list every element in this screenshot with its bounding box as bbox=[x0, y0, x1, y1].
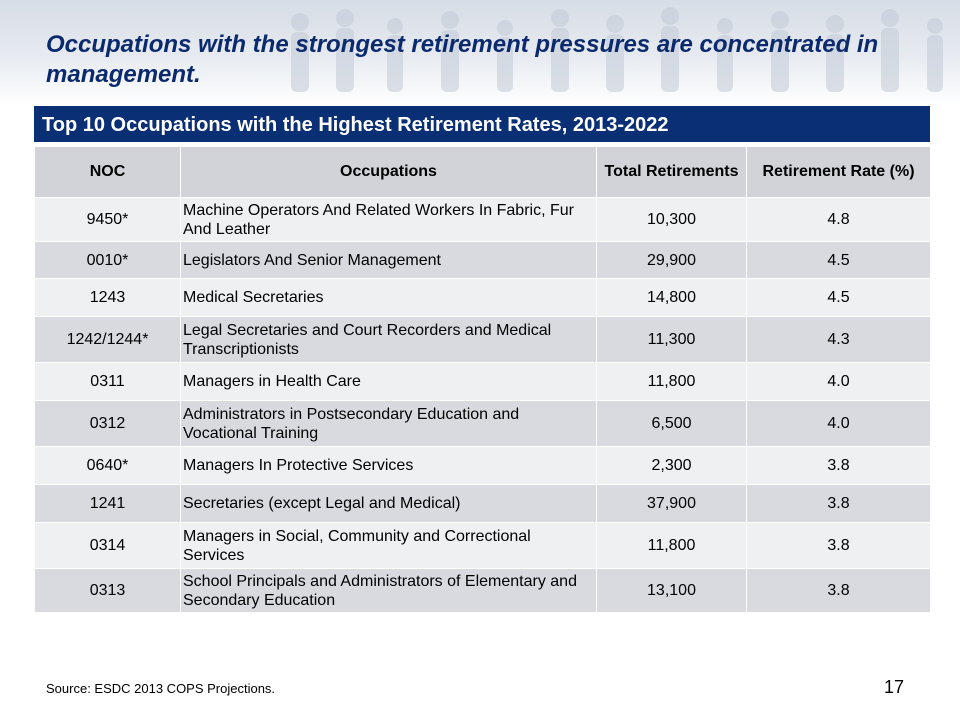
table-row: 1241 Secretaries (except Legal and Medica… bbox=[34, 484, 931, 523]
cell-occupation: Medical Secretaries bbox=[180, 278, 597, 317]
table-row: 0314 Managers in Social, Community and Co… bbox=[34, 522, 931, 569]
cell-retirement-rate: 4.0 bbox=[746, 400, 931, 447]
cell-total-retirements: 11,800 bbox=[596, 362, 747, 401]
cell-noc: 1243 bbox=[34, 278, 181, 317]
cell-occupation: Legal Secretaries and Court Recorders an… bbox=[180, 316, 597, 363]
cell-occupation: Legislators And Senior Management bbox=[180, 241, 597, 279]
cell-retirement-rate: 3.8 bbox=[746, 568, 931, 613]
cell-noc: 0010* bbox=[34, 241, 181, 279]
cell-total-retirements: 6,500 bbox=[596, 400, 747, 447]
cell-retirement-rate: 3.8 bbox=[746, 522, 931, 569]
cell-occupation: Managers In Protective Services bbox=[180, 446, 597, 485]
cell-occupation: Managers in Social, Community and Correc… bbox=[180, 522, 597, 569]
cell-total-retirements: 2,300 bbox=[596, 446, 747, 485]
cell-occupation: Administrators in Postsecondary Educatio… bbox=[180, 400, 597, 447]
cell-occupation: Machine Operators And Related Workers In… bbox=[180, 197, 597, 242]
table-row: 9450* Machine Operators And Related Worke… bbox=[34, 197, 931, 242]
table-row: 0313 School Principals and Administrators… bbox=[34, 568, 931, 613]
table-body: 9450* Machine Operators And Related Worke… bbox=[34, 197, 931, 613]
cell-retirement-rate: 4.5 bbox=[746, 241, 931, 279]
cell-noc: 1242/1244* bbox=[34, 316, 181, 363]
table-row: 0311 Managers in Health Care 11,800 4.0 bbox=[34, 362, 931, 401]
table-header-row: NOC Occupations Total Retirements Retire… bbox=[34, 146, 931, 198]
header-retirement-rate: Retirement Rate (%) bbox=[746, 146, 931, 198]
cell-retirement-rate: 4.8 bbox=[746, 197, 931, 242]
page-number: 17 bbox=[883, 677, 904, 697]
cell-total-retirements: 10,300 bbox=[596, 197, 747, 242]
cell-noc: 0311 bbox=[34, 362, 181, 401]
cell-retirement-rate: 4.3 bbox=[746, 316, 931, 363]
cell-total-retirements: 37,900 bbox=[596, 484, 747, 523]
cell-retirement-rate: 3.8 bbox=[746, 446, 931, 485]
cell-occupation: School Principals and Administrators of … bbox=[180, 568, 597, 613]
decorative-banner bbox=[0, 0, 960, 105]
cell-retirement-rate: 4.5 bbox=[746, 278, 931, 317]
header-noc: NOC bbox=[34, 146, 181, 198]
header-occupations: Occupations bbox=[180, 146, 597, 198]
cell-occupation: Secretaries (except Legal and Medical) bbox=[180, 484, 597, 523]
cell-total-retirements: 11,300 bbox=[596, 316, 747, 363]
source-note: Source: ESDC 2013 COPS Projections. bbox=[46, 681, 276, 696]
table-row: 1242/1244* Legal Secretaries and Court Re… bbox=[34, 316, 931, 363]
table-row: 0312 Administrators in Postsecondary Educ… bbox=[34, 400, 931, 447]
cell-noc: 0640* bbox=[34, 446, 181, 485]
cell-occupation: Managers in Health Care bbox=[180, 362, 597, 401]
table-row: 0010* Legislators And Senior Management 2… bbox=[34, 241, 931, 279]
table-row: 1243 Medical Secretaries 14,800 4.5 bbox=[34, 278, 931, 317]
table-title-bar: Top 10 Occupations with the Highest Reti… bbox=[34, 106, 930, 144]
cell-retirement-rate: 4.0 bbox=[746, 362, 931, 401]
retirement-rates-table: NOC Occupations Total Retirements Retire… bbox=[34, 146, 931, 613]
cell-noc: 1241 bbox=[34, 484, 181, 523]
cell-total-retirements: 29,900 bbox=[596, 241, 747, 279]
cell-noc: 9450* bbox=[34, 197, 181, 242]
cell-total-retirements: 13,100 bbox=[596, 568, 747, 613]
cell-noc: 0312 bbox=[34, 400, 181, 447]
cell-total-retirements: 11,800 bbox=[596, 522, 747, 569]
cell-total-retirements: 14,800 bbox=[596, 278, 747, 317]
table-row: 0640* Managers In Protective Services 2,30… bbox=[34, 446, 931, 485]
cell-retirement-rate: 3.8 bbox=[746, 484, 931, 523]
cell-noc: 0314 bbox=[34, 522, 181, 569]
slide-headline: Occupations with the strongest retiremen… bbox=[46, 31, 879, 88]
header-total-retirements: Total Retirements bbox=[596, 146, 747, 198]
cell-noc: 0313 bbox=[34, 568, 181, 613]
people-silhouettes-image bbox=[291, 7, 943, 92]
